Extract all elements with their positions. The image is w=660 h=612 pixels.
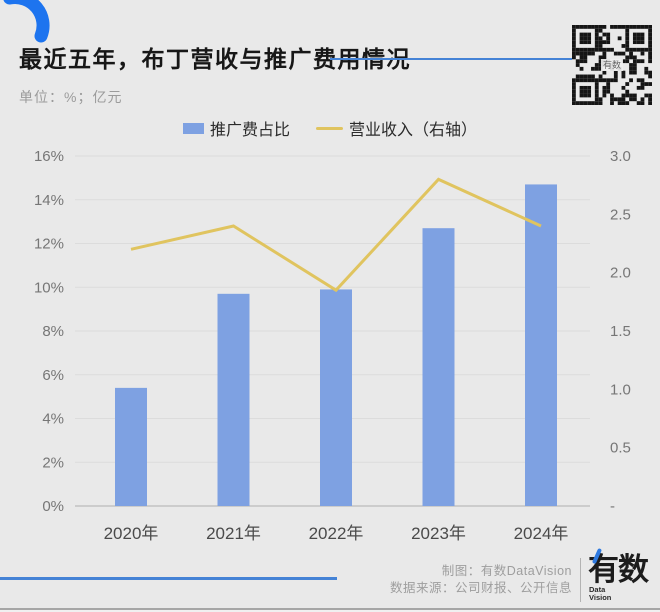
qr-code: 有数	[572, 25, 652, 105]
svg-text:2.5: 2.5	[610, 206, 631, 223]
svg-text:2023年: 2023年	[411, 524, 466, 543]
bottom-edge-strip	[0, 609, 660, 612]
svg-text:2.0: 2.0	[610, 265, 631, 282]
svg-text:2%: 2%	[42, 454, 64, 471]
svg-text:1.5: 1.5	[610, 323, 631, 340]
source-line: 数据来源：公司财报、公开信息	[389, 581, 572, 595]
bar-2020年	[115, 387, 147, 506]
bottom-border-line	[0, 608, 660, 610]
svg-text:16%: 16%	[34, 148, 64, 165]
svg-text:12%: 12%	[34, 236, 64, 253]
svg-text:8%: 8%	[42, 323, 64, 340]
bar-2024年	[525, 184, 557, 506]
qr-code-image	[572, 25, 652, 105]
svg-text:0%: 0%	[42, 498, 64, 515]
chart-legend: 推广费占比 营业收入（右轴）	[0, 115, 660, 141]
bar-2022年	[320, 289, 352, 506]
svg-text:14%: 14%	[34, 192, 64, 209]
bottom-accent-line	[0, 577, 337, 580]
svg-text:4%: 4%	[42, 411, 64, 428]
svg-text:-: -	[610, 498, 615, 515]
svg-text:0.5: 0.5	[610, 440, 631, 457]
legend-item-line: 营业收入（右轴）	[316, 116, 477, 140]
svg-text:2024年: 2024年	[514, 524, 569, 543]
svg-text:10%: 10%	[34, 279, 64, 296]
bar-swatch-icon	[182, 122, 204, 134]
line-swatch-icon	[316, 126, 343, 130]
bar-2021年	[217, 293, 250, 506]
svg-text:2020年: 2020年	[104, 524, 159, 543]
legend-label: 推广费占比	[209, 122, 290, 139]
legend-item-bar: 推广费占比	[182, 116, 290, 140]
brand-logo-subtext: Data Vision	[589, 585, 612, 602]
svg-text:3.0: 3.0	[610, 148, 631, 165]
revenue-line	[130, 177, 542, 293]
decorative-arc-icon	[0, 0, 70, 60]
bar-2023年	[422, 228, 455, 506]
unit-label: 单位：%；亿元	[19, 89, 123, 105]
svg-text:2021年: 2021年	[206, 524, 261, 543]
qr-center-logo: 有数	[600, 59, 624, 71]
svg-text:2022年: 2022年	[309, 524, 364, 543]
svg-text:6%: 6%	[42, 367, 64, 384]
legend-label: 营业收入（右轴）	[349, 122, 478, 139]
footer-divider	[580, 558, 581, 602]
svg-text:1.0: 1.0	[610, 381, 631, 398]
brand-logo-text: 有数	[588, 552, 649, 587]
credit-line: 制图：有数DataVision	[441, 564, 572, 578]
title-divider-line	[330, 58, 572, 60]
footer-credits: 制图：有数DataVision 数据来源：公司财报、公开信息	[390, 563, 572, 597]
brand-logo: 有数 Data Vision	[588, 547, 654, 606]
